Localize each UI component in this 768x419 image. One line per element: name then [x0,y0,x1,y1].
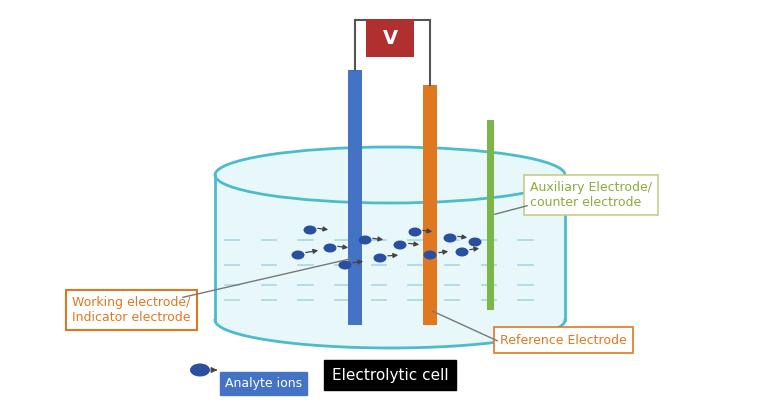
Text: Analyte ions: Analyte ions [225,377,302,390]
Ellipse shape [443,233,456,243]
Ellipse shape [423,251,436,259]
Text: Working electrode/
Indicator electrode: Working electrode/ Indicator electrode [72,296,190,324]
Text: Electrolytic cell: Electrolytic cell [332,367,449,383]
Ellipse shape [215,147,565,203]
Bar [215,175,565,320]
Ellipse shape [292,251,304,259]
Ellipse shape [359,235,372,245]
Ellipse shape [393,241,406,249]
Ellipse shape [339,261,352,269]
Text: V: V [382,28,398,47]
Ellipse shape [455,248,468,256]
Bar [486,120,494,310]
Bar [423,85,437,325]
FancyBboxPatch shape [366,19,414,57]
Bar [348,70,362,325]
Ellipse shape [373,253,386,262]
Ellipse shape [323,243,336,253]
Ellipse shape [190,364,210,377]
Ellipse shape [468,238,482,246]
Text: Reference Electrode: Reference Electrode [500,334,627,347]
Ellipse shape [303,225,316,235]
Ellipse shape [409,228,422,236]
Text: Auxiliary Electrode/
counter electrode: Auxiliary Electrode/ counter electrode [530,181,652,209]
